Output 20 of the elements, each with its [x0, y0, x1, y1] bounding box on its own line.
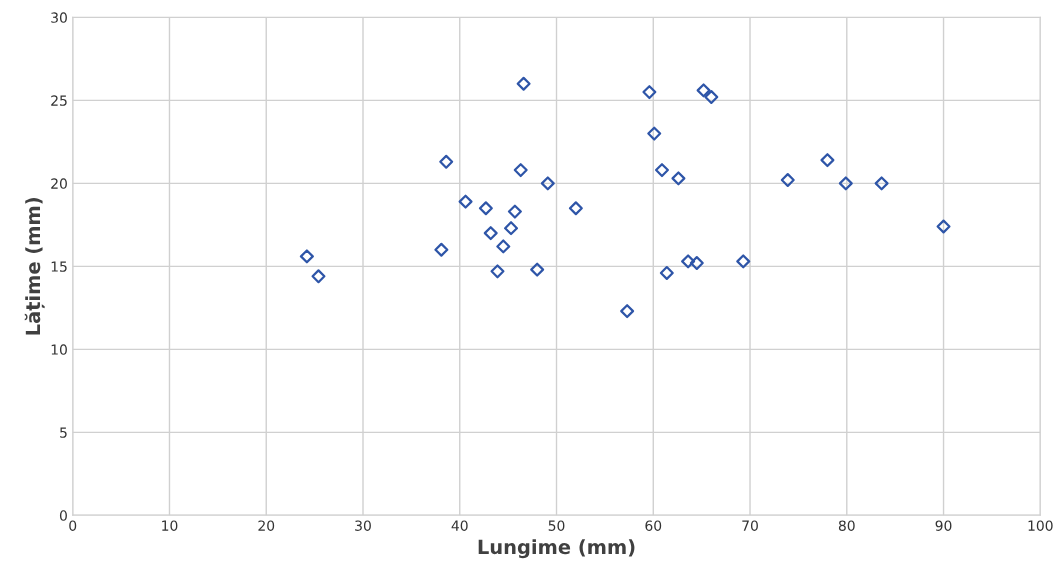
x-tick-label: 90 [935, 520, 952, 531]
y-tick-label: 5 [60, 427, 67, 438]
x-tick-label: 40 [451, 520, 468, 531]
x-tick-label: 30 [355, 520, 371, 531]
y-tick-label: 15 [51, 261, 67, 272]
x-tick-label: 20 [258, 520, 275, 531]
y-tick-label: 25 [51, 95, 67, 106]
x-tick-label: 70 [742, 520, 758, 531]
y-tick-label: 20 [51, 178, 67, 189]
x-tick-label: 50 [548, 520, 565, 531]
x-tick-label: 10 [162, 520, 178, 531]
x-tick-label: 100 [1028, 520, 1053, 531]
y-axis-title: Lățime (mm) [24, 198, 45, 335]
x-tick-label: 60 [645, 520, 662, 531]
x-tick-label: 0 [69, 520, 77, 531]
y-tick-label: 30 [51, 12, 67, 23]
y-tick-label: 10 [51, 344, 67, 355]
x-tick-label: 80 [838, 520, 855, 531]
y-tick-label: 0 [59, 510, 67, 521]
x-axis-title: Lungime (mm) [478, 539, 635, 559]
